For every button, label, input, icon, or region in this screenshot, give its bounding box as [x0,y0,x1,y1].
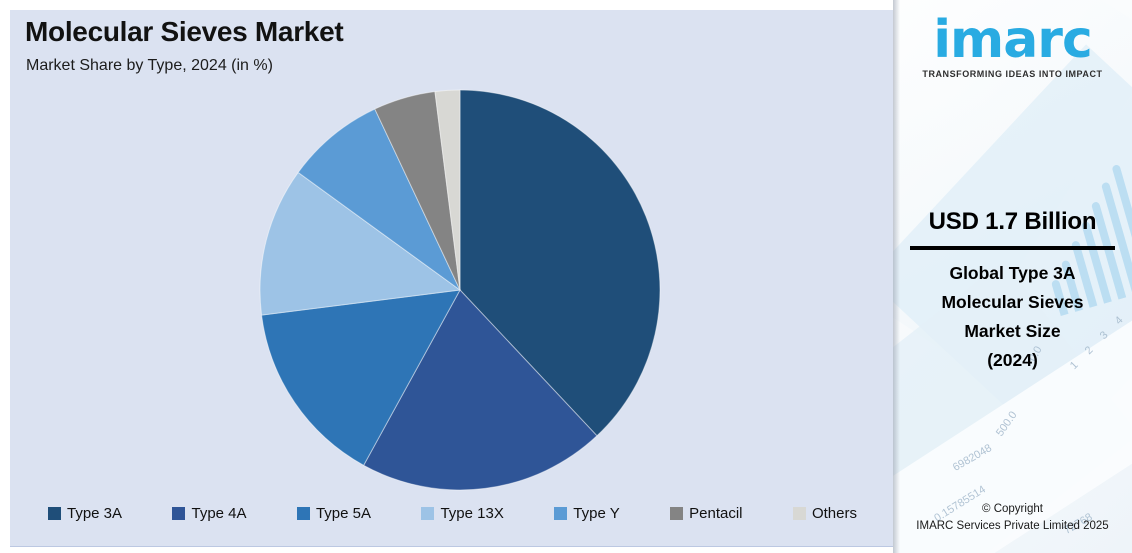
legend-item-type-4a: Type 4A [172,505,247,522]
imarc-logo-text: imarc [933,10,1093,70]
legend-label-pentacil: Pentacil [689,505,743,522]
legend-item-type-3a: Type 3A [48,505,122,522]
legend-label-others: Others [811,505,857,522]
pie-slice-others [434,89,461,291]
legend-label-type-y: Type Y [573,505,620,522]
pie-chart [250,80,670,500]
legend-label-type-5a: Type 5A [315,505,372,522]
copyright-line-2: IMARC Services Private Limited 2025 [916,520,1109,532]
legend-swatch-others [792,507,806,520]
copyright: © Copyright IMARC Services Private Limit… [893,501,1132,535]
metric-block: USD 1.7 Billion Global Type 3A Molecular… [893,208,1132,375]
pie-slice-type-5a [261,289,461,466]
legend-swatch-type-y [554,507,568,520]
imarc-logo-tagline: TRANSFORMING IDEAS INTO IMPACT [922,69,1103,79]
pie-slice-pentacil [374,91,461,291]
pie-slice-type-13x [259,171,462,316]
pie-slice-type-y [297,108,461,291]
page-title: Molecular Sieves Market [25,16,344,47]
legend-item-type-y: Type Y [554,505,620,522]
legend-item-others: Others [792,505,857,522]
legend-label-type-13x: Type 13X [440,505,504,522]
pie-slice-type-4a [362,289,598,491]
legend-swatch-type-5a [296,507,310,520]
metric-value: USD 1.7 Billion [928,208,1097,235]
imarc-logo: imarc TRANSFORMING IDEAS INTO IMPACT [893,8,1132,79]
pie-svg [259,89,661,491]
legend-item-pentacil: Pentacil [670,505,743,522]
chart-subtitle: Market Share by Type, 2024 (in %) [26,57,273,74]
metric-label-line: (2024) [987,350,1038,370]
watermark-number: 6982048 [950,442,994,474]
pie-slice-type-3a [459,89,661,437]
legend-item-type-13x: Type 13X [421,505,504,522]
legend-swatch-pentacil [670,507,684,520]
chart-legend: Type 3A Type 4A Type 5A Type 13X Type Y Penta… [48,505,857,522]
legend-swatch-type-3a [48,507,61,520]
side-panel: 0.0 500.0 1 2 3 4 6982048 0.15785514 727… [893,0,1132,553]
metric-divider [910,246,1115,250]
legend-item-type-5a: Type 5A [296,505,372,522]
watermark-number: 500.0 [993,409,1020,439]
metric-label-line: Global Type 3A [949,263,1076,283]
metric-label-line: Molecular Sieves [941,292,1084,312]
chart-panel: Molecular Sieves Market Market Share by … [10,10,893,547]
legend-swatch-type-4a [172,507,186,520]
panel-edge-shadow [893,0,900,553]
legend-label-type-3a: Type 3A [67,505,123,522]
metric-label-line: Market Size [964,321,1061,341]
legend-label-type-4a: Type 4A [191,505,247,522]
copyright-line-1: © Copyright [982,503,1043,515]
legend-swatch-type-13x [421,507,435,520]
